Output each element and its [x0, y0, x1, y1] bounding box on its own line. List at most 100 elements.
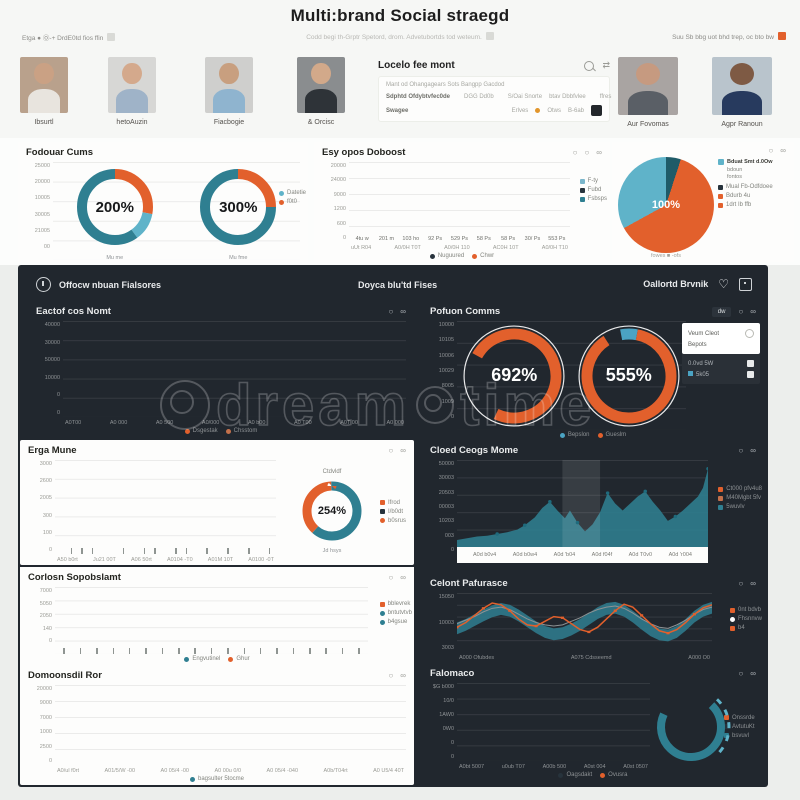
error-whisker: [185, 548, 188, 554]
link-icon[interactable]: ∞: [750, 668, 756, 678]
plot-area-column: A0/ul f0rt A01/5/W -00 A0 05/4 -00 A0 00u 0…: [55, 685, 406, 774]
legend-label: f0t0: [286, 199, 297, 205]
donut-hold: 300%: [192, 161, 284, 253]
gear-icon[interactable]: ○: [738, 668, 744, 678]
cloed-area-chart: 50000 30003 20503 00003 10203 003 0 A0d b0v4 A0d…: [422, 458, 764, 565]
bar: [182, 548, 190, 554]
legend-label: 0nt bdvb: [737, 607, 762, 613]
blue-tick-icon: [688, 371, 693, 376]
axis-tick: 50000: [438, 461, 454, 467]
link-icon[interactable]: ∞: [596, 147, 602, 157]
error-whisker: [227, 548, 229, 554]
refresh-icon[interactable]: ○: [584, 147, 590, 157]
legend-bottom: Oagsdakt Ovusra: [422, 772, 764, 781]
link-icon[interactable]: ∞: [400, 445, 406, 455]
avatar[interactable]: [297, 57, 345, 113]
avatar-head: [219, 62, 239, 84]
gray-box-icon[interactable]: [107, 33, 116, 41]
dw-button[interactable]: dw: [711, 306, 732, 317]
dropdown-item[interactable]: Bepots: [688, 342, 707, 348]
avatar[interactable]: [205, 57, 253, 113]
dropdown-item[interactable]: 5k05: [688, 371, 709, 378]
donut-gauge: 200% Mu me: [69, 161, 161, 261]
donut-hold: 254%: [297, 476, 367, 546]
x-tick: A0/000: [201, 420, 220, 426]
gray-box-icon[interactable]: [485, 32, 494, 40]
gear-icon[interactable]: ○: [388, 445, 394, 455]
legend-item: Dsgestak: [184, 428, 218, 434]
x-axis: A000 Ofubdes A075 Cdsseemd A000 O0: [457, 652, 712, 661]
axis-tick: 5050: [39, 600, 52, 607]
radio-icon[interactable]: [745, 329, 754, 338]
search-icon[interactable]: [584, 60, 595, 71]
avatar-head: [122, 62, 142, 84]
filter-label-9: B-6ab: [567, 107, 584, 114]
link-icon[interactable]: ∞: [400, 670, 406, 680]
x-tick: A01M 10T: [207, 557, 234, 563]
avatar[interactable]: [618, 57, 678, 115]
legend-item: Chsstom: [225, 428, 257, 434]
plot-area: 4tu w 201 m 103 ho 92 Ps 529 Ps 58 Ps 58 Ps 30/…: [349, 162, 570, 242]
y-axis: 10000 10105 10006 10029 8005 1009 0: [428, 321, 457, 430]
x-tick: A0T 00: [340, 420, 358, 426]
legend-bottom: bagsulter 5tocme: [20, 776, 414, 785]
error-whisker: [206, 548, 208, 554]
gear-icon[interactable]: ○: [738, 306, 744, 316]
bar: [303, 648, 317, 654]
link-icon[interactable]: ∞: [400, 572, 406, 582]
avatar[interactable]: [108, 57, 156, 113]
gear-icon[interactable]: ○: [738, 578, 744, 588]
avatar-body: [627, 90, 669, 115]
dropdown-white[interactable]: Veum Cleot Bepots: [682, 323, 760, 354]
link-icon[interactable]: ∞: [780, 146, 786, 155]
gear-icon[interactable]: ○: [388, 670, 394, 680]
legend-item: 0nt bdvb: [729, 607, 762, 613]
bar-value-label: 58 Ps: [476, 236, 491, 242]
error-whisker: [122, 548, 125, 554]
card-follower-donuts: Fodouar Cums 25000 20000 10005 30005 21005 00…: [18, 142, 308, 262]
legend-label: AvtutuKt: [732, 723, 755, 730]
avatar[interactable]: [20, 57, 68, 113]
heart-icon[interactable]: ♡: [718, 277, 729, 291]
error-whisker: [161, 648, 164, 654]
error-whisker: [178, 648, 180, 654]
legend-dot: [724, 724, 729, 729]
axis-tick: 9000: [333, 191, 346, 198]
gear-icon[interactable]: ○: [738, 445, 744, 455]
legend-item: I/b0dt: [380, 509, 403, 515]
legend-dot: [472, 253, 478, 259]
gear-icon[interactable]: ○: [388, 572, 394, 582]
orange-box-icon[interactable]: [778, 32, 786, 40]
axis-tick: 20503: [438, 489, 454, 496]
avatar[interactable]: [712, 57, 772, 115]
dropdown-dark[interactable]: 0.0vd 5W 5k05: [682, 354, 760, 384]
dropdown-item[interactable]: 0.0vd 5W: [688, 360, 714, 367]
info-circle-icon[interactable]: [36, 277, 51, 292]
bar: [172, 548, 180, 554]
gear-icon[interactable]: ○: [388, 306, 394, 316]
swap-arrows-icon[interactable]: ⇄: [602, 60, 610, 70]
bar: [352, 648, 366, 654]
search-filter-box: Mant od Ohangagears Sots Bangpp Gacdod S…: [378, 76, 611, 122]
x-tick: AC0H 10T: [492, 245, 519, 251]
dark-button[interactable]: [591, 105, 602, 116]
axis-tick: 0W0: [442, 726, 454, 732]
checkbox-icon[interactable]: [747, 371, 754, 378]
axis-tick: 100: [42, 529, 52, 536]
link-icon[interactable]: ∞: [750, 306, 756, 316]
legend: Ct000 pfv4u8 M40Mgbt 5fv 5wuvlv: [718, 486, 762, 510]
gear-icon[interactable]: ○: [572, 147, 578, 157]
link-icon[interactable]: ∞: [750, 578, 756, 588]
legend-dot: [189, 776, 195, 782]
axis-tick: 40000: [44, 322, 60, 328]
link-icon[interactable]: ∞: [750, 445, 756, 455]
checkbox-icon[interactable]: [747, 360, 754, 367]
legend-dot: [579, 187, 585, 193]
gear-icon[interactable]: ○: [768, 146, 774, 155]
link-icon[interactable]: ∞: [400, 306, 406, 316]
error-whisker: [145, 648, 147, 654]
dropdown-item[interactable]: Veum Cleot: [688, 330, 720, 337]
box-dot-icon[interactable]: [739, 277, 752, 291]
legend-item: f0t0: [278, 199, 297, 205]
bar-value-label: 553 Ps: [548, 236, 566, 242]
